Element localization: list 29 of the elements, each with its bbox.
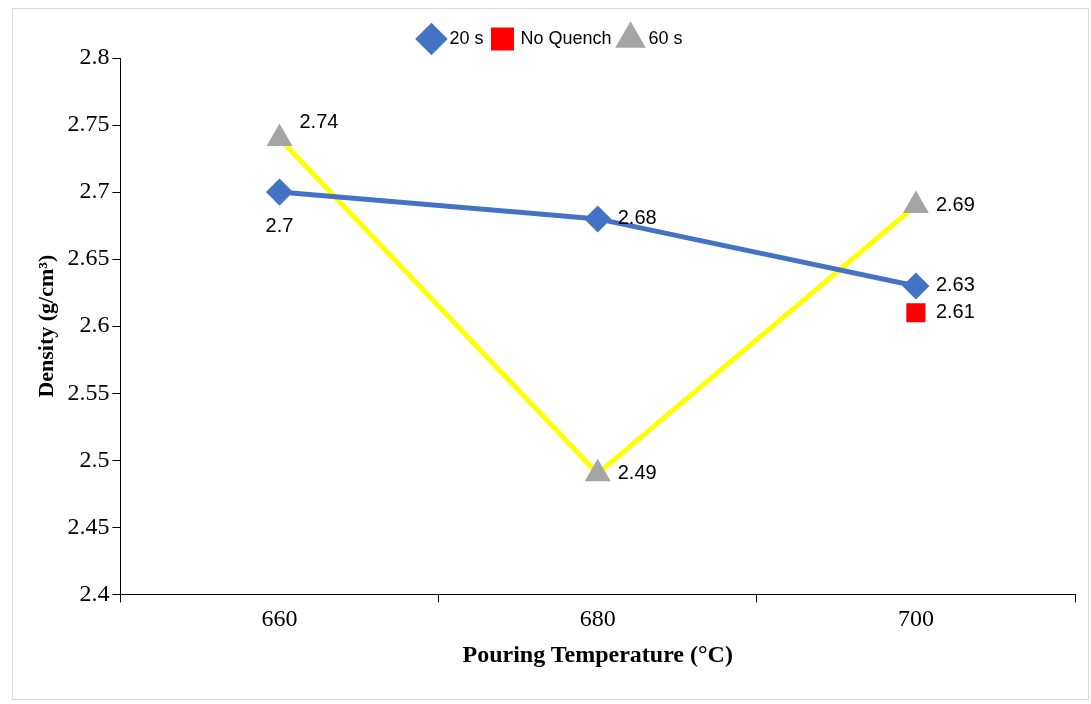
y-tick-label: 2.65 bbox=[67, 244, 110, 271]
y-tick-label: 2.75 bbox=[67, 110, 110, 137]
data-label: 2.7 bbox=[265, 213, 294, 236]
x-tick-label: 700 bbox=[897, 605, 934, 632]
legend-label: 20 s bbox=[449, 27, 484, 48]
y-tick-label: 2.8 bbox=[79, 43, 110, 70]
data-label: 2.68 bbox=[617, 206, 657, 229]
x-axis-title: Pouring Temperature (°C) bbox=[462, 640, 733, 667]
y-tick-label: 2.45 bbox=[67, 512, 110, 539]
legend-label: 60 s bbox=[648, 27, 683, 48]
x-tick-label: 680 bbox=[579, 605, 616, 632]
x-tick-label: 660 bbox=[261, 605, 298, 632]
y-axis-title: Density (g/cm³) bbox=[32, 254, 58, 398]
point bbox=[586, 461, 609, 482]
y-tick-label: 2.5 bbox=[79, 445, 110, 472]
legend-label: No Quench bbox=[520, 27, 612, 48]
point bbox=[906, 303, 926, 323]
point bbox=[585, 206, 611, 232]
data-label: 2.49 bbox=[617, 461, 657, 484]
data-label: 2.63 bbox=[935, 273, 975, 296]
y-tick-label: 2.7 bbox=[79, 177, 110, 204]
data-label: 2.61 bbox=[935, 300, 975, 323]
data-label: 2.74 bbox=[299, 109, 339, 132]
point bbox=[903, 273, 929, 299]
point bbox=[267, 179, 292, 205]
y-tick-label: 2.55 bbox=[67, 378, 110, 405]
data-label: 2.69 bbox=[935, 193, 975, 216]
y-tick-label: 2.6 bbox=[79, 311, 110, 338]
y-tick-label: 2.4 bbox=[79, 579, 110, 606]
